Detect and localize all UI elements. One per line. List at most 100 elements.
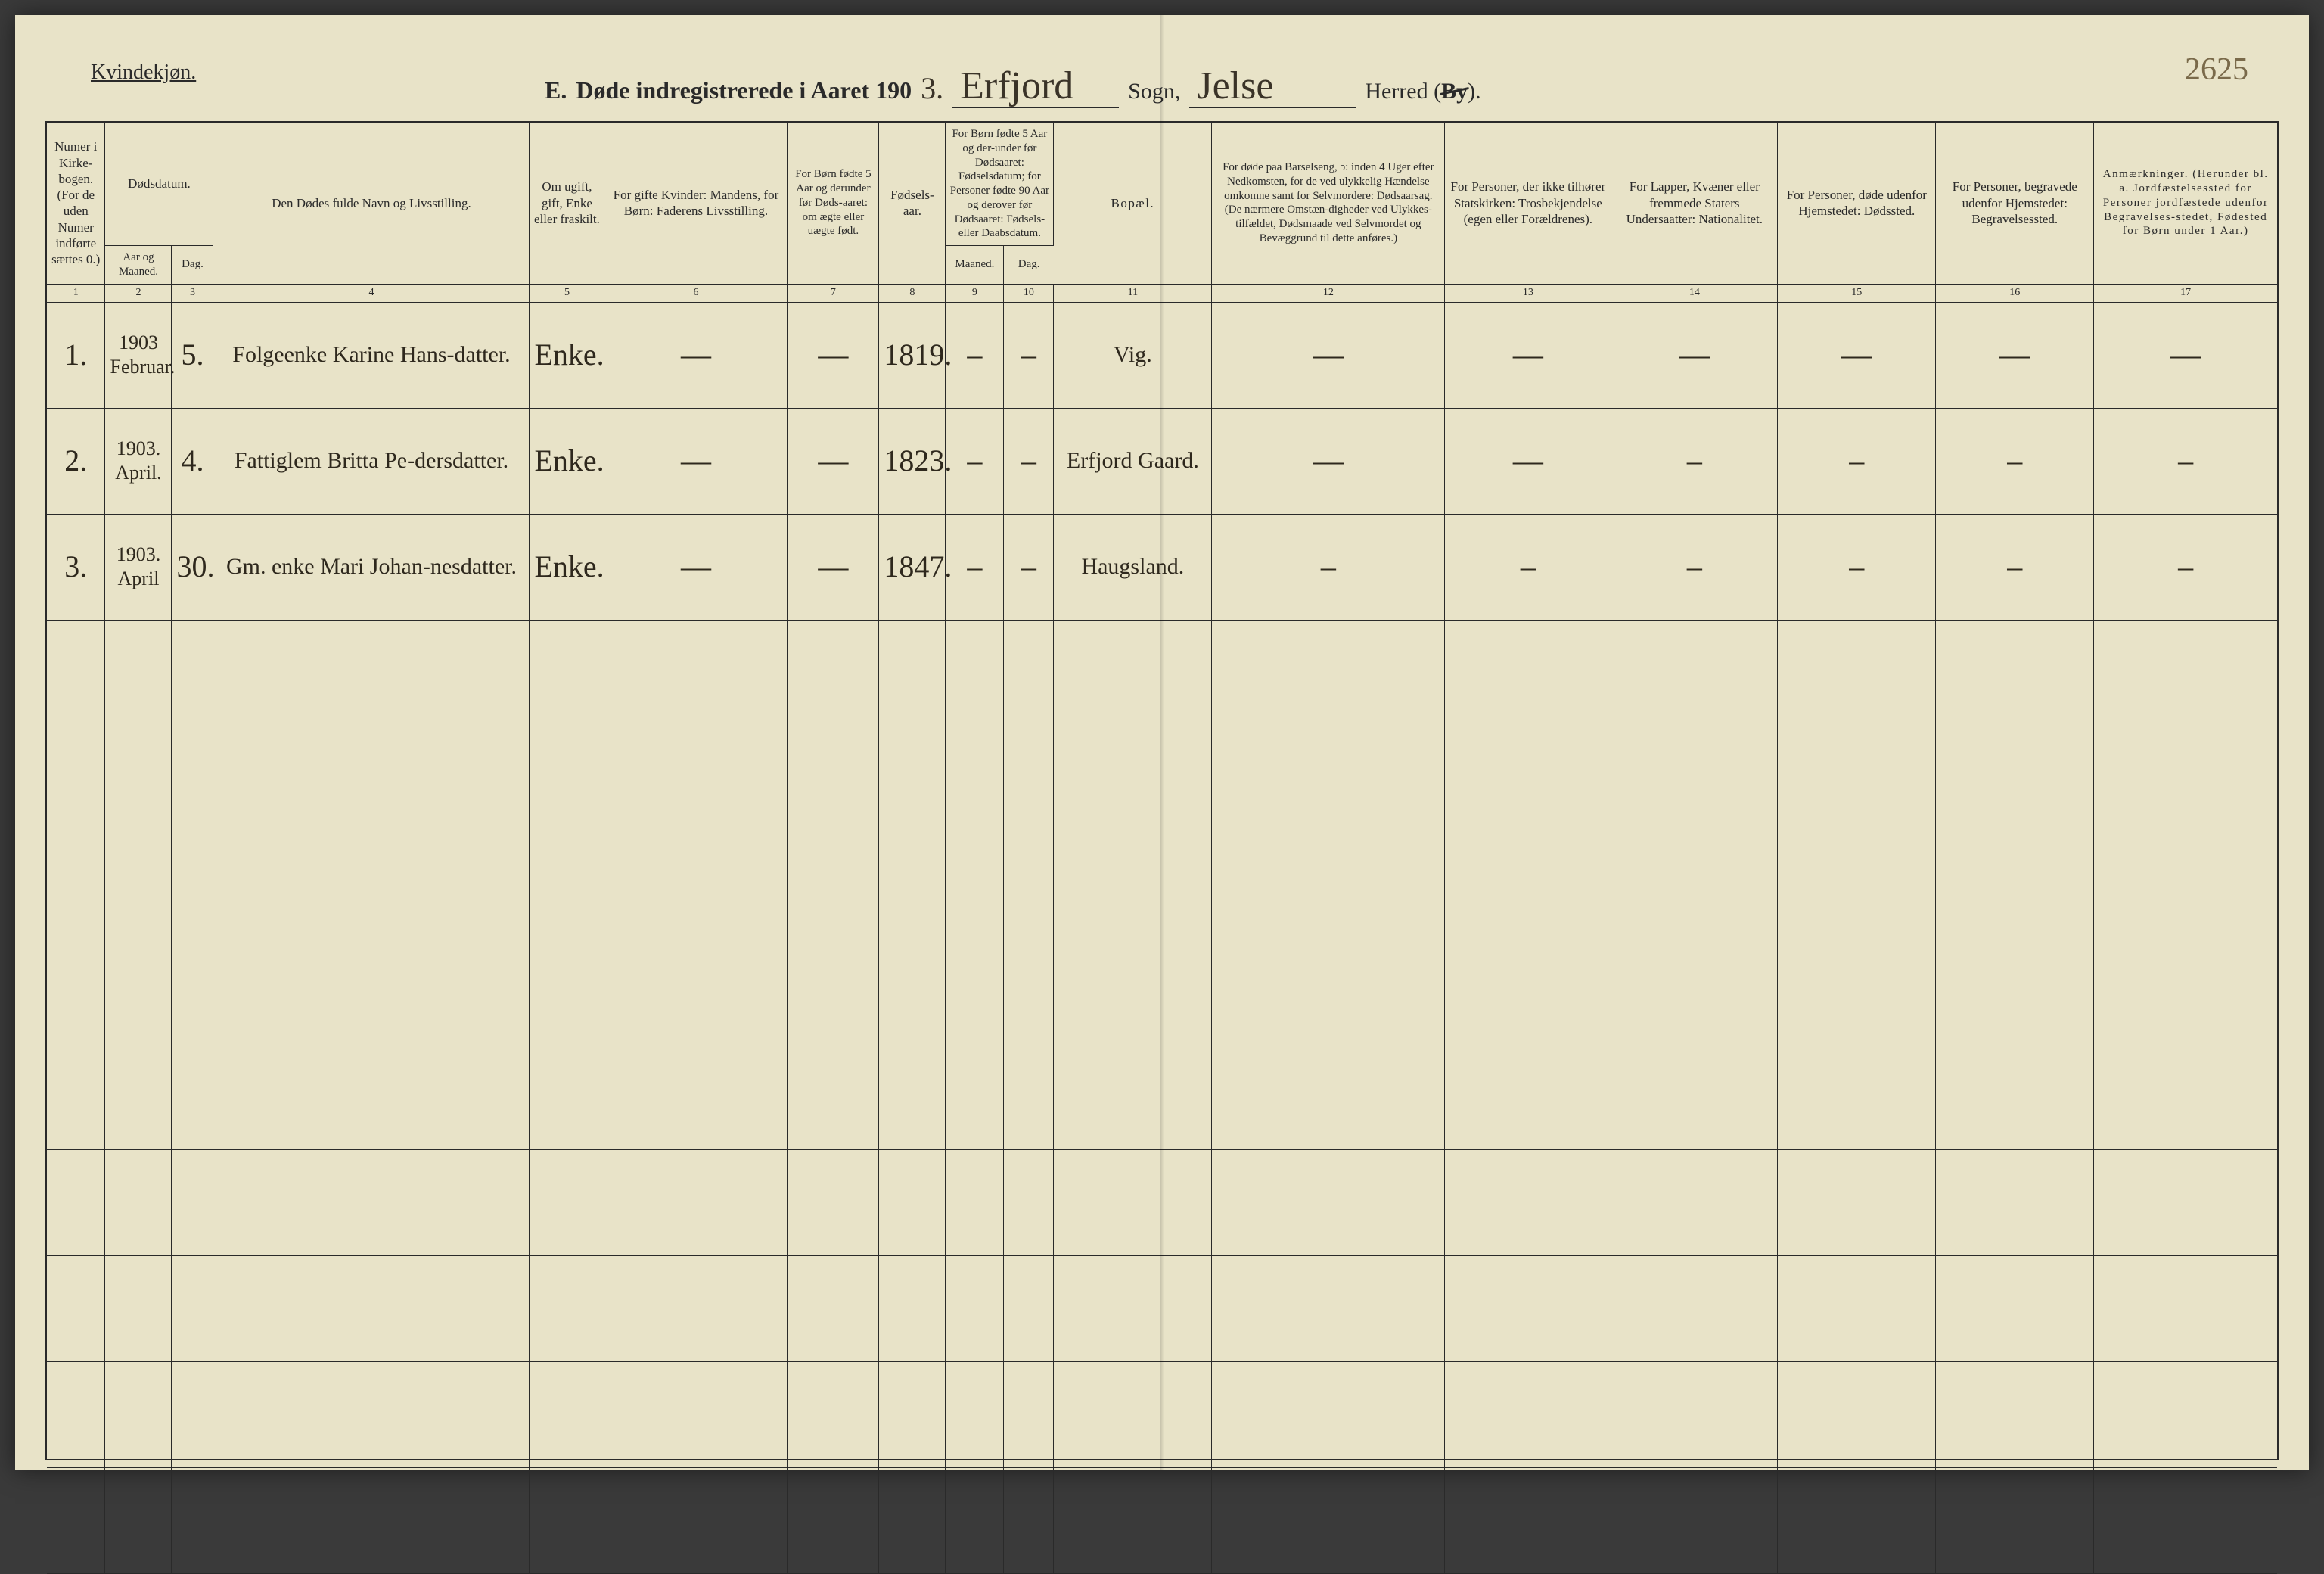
empty-cell <box>1936 938 2094 1044</box>
empty-cell <box>879 1044 946 1149</box>
data-cell-navn: Gm. enke Mari Johan-nesdatter. <box>213 514 530 620</box>
empty-cell <box>1778 1467 1936 1573</box>
data-cell-dag: 5. <box>172 302 213 408</box>
empty-cell <box>1212 832 1445 938</box>
empty-cell <box>946 1255 1004 1361</box>
col-header-3: Dag. <box>172 246 213 285</box>
empty-cell <box>1445 1044 1611 1149</box>
empty-cell <box>2094 832 2277 938</box>
empty-cell <box>213 1149 530 1255</box>
handwritten-page-number: 2625 <box>2185 51 2248 88</box>
empty-cell <box>604 726 788 832</box>
column-number-cell: 12 <box>1212 284 1445 302</box>
data-cell-c12: – <box>1212 514 1445 620</box>
empty-cell <box>604 1149 788 1255</box>
data-cell-stand: Enke. <box>530 514 604 620</box>
empty-cell <box>105 1149 172 1255</box>
col-header-5: Om ugift, gift, Enke eller fraskilt. <box>530 123 604 284</box>
empty-cell <box>1445 1255 1611 1361</box>
empty-cell <box>1778 1149 1936 1255</box>
empty-cell <box>213 726 530 832</box>
col-header-6: For gifte Kvinder: Mandens, for Børn: Fa… <box>604 123 788 284</box>
data-cell-c13: — <box>1445 408 1611 514</box>
empty-cell <box>1611 938 1778 1044</box>
empty-cell <box>946 832 1004 938</box>
column-number-cell: 10 <box>1004 284 1054 302</box>
empty-cell <box>172 938 213 1044</box>
data-cell-c17: – <box>2094 408 2277 514</box>
column-number-cell: 8 <box>879 284 946 302</box>
data-cell-navn: Folgeenke Karine Hans-datter. <box>213 302 530 408</box>
empty-cell <box>788 1149 879 1255</box>
data-cell-c9: – <box>946 408 1004 514</box>
empty-cell <box>946 1467 1004 1573</box>
empty-cell <box>1054 832 1212 938</box>
empty-cell <box>172 726 213 832</box>
data-cell-faar: 1847. <box>879 514 946 620</box>
data-cell-c14: – <box>1611 514 1778 620</box>
empty-cell <box>788 938 879 1044</box>
section-letter: E. <box>545 76 567 104</box>
empty-cell <box>213 832 530 938</box>
empty-cell <box>604 1044 788 1149</box>
data-cell-num: 3. <box>47 514 105 620</box>
data-cell-c12: — <box>1212 408 1445 514</box>
empty-cell <box>1778 938 1936 1044</box>
empty-cell <box>213 938 530 1044</box>
empty-cell <box>604 1361 788 1467</box>
empty-cell <box>1004 1361 1054 1467</box>
data-cell-c7: — <box>788 408 879 514</box>
empty-cell <box>172 1361 213 1467</box>
empty-cell <box>105 1467 172 1573</box>
data-cell-c9: – <box>946 302 1004 408</box>
empty-cell <box>604 832 788 938</box>
empty-cell <box>946 1149 1004 1255</box>
empty-cell <box>1778 1361 1936 1467</box>
col-header-9: Maaned. <box>946 246 1004 285</box>
empty-cell <box>47 1361 105 1467</box>
empty-cell <box>105 1255 172 1361</box>
year-suffix: 3. <box>921 70 943 106</box>
empty-cell <box>1212 1361 1445 1467</box>
empty-cell <box>1936 1044 2094 1149</box>
empty-cell <box>1212 726 1445 832</box>
empty-cell <box>530 938 604 1044</box>
empty-cell <box>1611 1361 1778 1467</box>
empty-cell <box>1054 1149 1212 1255</box>
col-header-17: Anmærkninger. (Herunder bl. a. Jordfæste… <box>2094 123 2277 284</box>
empty-cell <box>604 938 788 1044</box>
empty-cell <box>1054 620 1212 726</box>
empty-cell <box>879 1255 946 1361</box>
empty-cell <box>1004 832 1054 938</box>
data-cell-c6: — <box>604 302 788 408</box>
empty-cell <box>946 620 1004 726</box>
empty-cell <box>172 1149 213 1255</box>
empty-cell <box>1611 1149 1778 1255</box>
empty-cell <box>1054 726 1212 832</box>
data-cell-bopael: Haugsland. <box>1054 514 1212 620</box>
empty-cell <box>530 726 604 832</box>
empty-cell <box>1936 1255 2094 1361</box>
column-number-cell: 7 <box>788 284 879 302</box>
col-header-13: For Personer, der ikke tilhører Statskir… <box>1445 123 1611 284</box>
empty-cell <box>879 620 946 726</box>
empty-cell <box>1004 938 1054 1044</box>
empty-cell <box>105 938 172 1044</box>
empty-cell <box>879 832 946 938</box>
empty-cell <box>1054 1255 1212 1361</box>
empty-cell <box>105 832 172 938</box>
col-header-11: Bopæl. <box>1054 123 1212 284</box>
column-number-cell: 3 <box>172 284 213 302</box>
empty-cell <box>879 1149 946 1255</box>
empty-cell <box>1936 620 2094 726</box>
empty-cell <box>946 1361 1004 1467</box>
column-number-cell: 16 <box>1936 284 2094 302</box>
empty-cell <box>1611 726 1778 832</box>
data-cell-num: 1. <box>47 302 105 408</box>
column-number-cell: 13 <box>1445 284 1611 302</box>
empty-cell <box>1611 1255 1778 1361</box>
empty-cell <box>788 726 879 832</box>
column-number-cell: 4 <box>213 284 530 302</box>
empty-cell <box>213 1044 530 1149</box>
empty-cell <box>1445 938 1611 1044</box>
